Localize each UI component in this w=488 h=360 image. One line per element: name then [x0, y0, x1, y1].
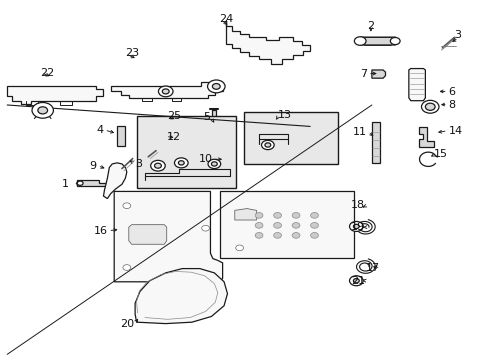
- Polygon shape: [212, 111, 216, 125]
- Circle shape: [389, 37, 399, 45]
- Circle shape: [425, 103, 434, 111]
- Text: 21: 21: [350, 276, 365, 286]
- Text: 23: 23: [125, 48, 139, 58]
- Circle shape: [201, 225, 209, 231]
- Circle shape: [212, 84, 220, 89]
- Text: 25: 25: [166, 111, 181, 121]
- Text: 16: 16: [93, 226, 107, 236]
- Polygon shape: [408, 68, 425, 101]
- Text: 18: 18: [350, 200, 365, 210]
- Text: 9: 9: [89, 161, 96, 171]
- Circle shape: [38, 107, 47, 114]
- Circle shape: [162, 89, 169, 94]
- Text: 7: 7: [359, 68, 366, 78]
- Text: 4: 4: [96, 125, 103, 135]
- Circle shape: [207, 159, 220, 168]
- Circle shape: [261, 140, 274, 150]
- Polygon shape: [135, 269, 227, 324]
- Circle shape: [421, 100, 438, 113]
- Polygon shape: [371, 122, 379, 163]
- Text: 12: 12: [166, 132, 181, 142]
- Circle shape: [122, 265, 130, 270]
- Text: 10: 10: [198, 154, 212, 164]
- Polygon shape: [7, 86, 103, 104]
- Circle shape: [255, 233, 263, 238]
- Circle shape: [32, 103, 53, 118]
- Circle shape: [255, 212, 263, 218]
- Circle shape: [77, 181, 83, 185]
- Text: 19: 19: [350, 222, 365, 232]
- Polygon shape: [117, 126, 125, 146]
- Text: 2: 2: [366, 21, 374, 31]
- Bar: [136, 116, 236, 188]
- Text: 20: 20: [120, 319, 134, 329]
- Polygon shape: [418, 127, 433, 147]
- Circle shape: [150, 160, 165, 171]
- Text: 24: 24: [219, 14, 233, 23]
- Circle shape: [349, 276, 363, 286]
- Text: 15: 15: [433, 149, 447, 159]
- Circle shape: [211, 162, 217, 166]
- Polygon shape: [111, 82, 222, 98]
- Circle shape: [310, 212, 318, 218]
- Circle shape: [353, 224, 359, 229]
- Text: 22: 22: [40, 68, 55, 78]
- Text: 11: 11: [352, 127, 366, 137]
- Circle shape: [353, 279, 359, 283]
- Text: 6: 6: [448, 87, 455, 98]
- Text: 14: 14: [448, 126, 462, 136]
- Text: 3: 3: [135, 159, 142, 169]
- Circle shape: [158, 86, 173, 97]
- Circle shape: [273, 222, 281, 228]
- Circle shape: [291, 212, 299, 218]
- Circle shape: [354, 37, 366, 45]
- Circle shape: [291, 233, 299, 238]
- Circle shape: [310, 233, 318, 238]
- Circle shape: [178, 161, 184, 165]
- Polygon shape: [103, 163, 126, 199]
- Text: 3: 3: [453, 30, 460, 40]
- Text: 1: 1: [61, 179, 68, 189]
- Circle shape: [207, 80, 224, 93]
- Polygon shape: [357, 37, 397, 45]
- Circle shape: [235, 245, 243, 251]
- Polygon shape: [114, 192, 222, 282]
- Polygon shape: [234, 208, 256, 220]
- Circle shape: [273, 212, 281, 218]
- Circle shape: [264, 143, 270, 147]
- Text: 8: 8: [448, 100, 455, 110]
- Circle shape: [255, 222, 263, 228]
- Circle shape: [349, 221, 363, 231]
- Polygon shape: [371, 70, 385, 78]
- Polygon shape: [225, 20, 309, 64]
- Text: 17: 17: [365, 262, 379, 273]
- Polygon shape: [220, 192, 353, 258]
- Bar: [243, 112, 338, 164]
- Polygon shape: [128, 225, 166, 244]
- Circle shape: [291, 222, 299, 228]
- Circle shape: [310, 222, 318, 228]
- Polygon shape: [77, 180, 106, 186]
- Text: 5: 5: [203, 112, 210, 122]
- Circle shape: [154, 163, 161, 168]
- Text: 13: 13: [277, 110, 291, 120]
- Circle shape: [174, 158, 188, 168]
- Circle shape: [273, 233, 281, 238]
- Circle shape: [122, 203, 130, 208]
